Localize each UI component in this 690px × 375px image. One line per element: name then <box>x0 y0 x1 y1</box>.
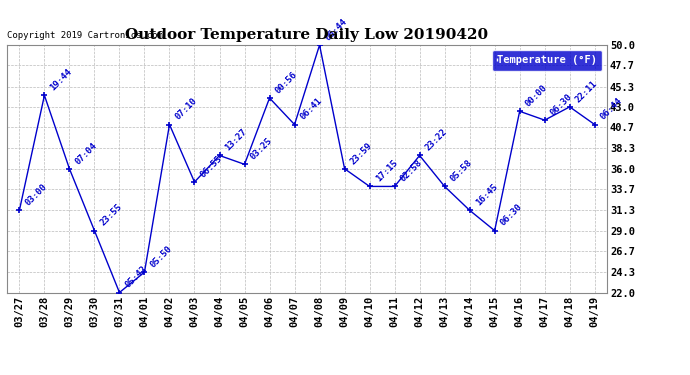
Text: 06:44: 06:44 <box>599 96 624 122</box>
Text: 23:22: 23:22 <box>424 128 449 153</box>
Text: 07:10: 07:10 <box>174 96 199 122</box>
Text: 06:41: 06:41 <box>299 96 324 122</box>
Text: 13:27: 13:27 <box>224 128 249 153</box>
Text: 03:00: 03:00 <box>23 182 49 207</box>
Text: 05:50: 05:50 <box>148 244 174 269</box>
Text: 03:25: 03:25 <box>248 136 274 162</box>
Text: 17:15: 17:15 <box>374 158 399 184</box>
Text: 00:56: 00:56 <box>274 70 299 95</box>
Text: 00:00: 00:00 <box>524 83 549 108</box>
Text: Copyright 2019 Cartronics.com: Copyright 2019 Cartronics.com <box>7 31 163 40</box>
Text: 06:30: 06:30 <box>549 92 574 117</box>
Text: 23:59: 23:59 <box>348 141 374 166</box>
Text: 05:58: 05:58 <box>448 158 474 184</box>
Text: 06:55: 06:55 <box>199 154 224 179</box>
Text: 19:44: 19:44 <box>48 67 74 93</box>
Text: 23:55: 23:55 <box>99 202 124 228</box>
Text: 05:42: 05:42 <box>124 264 149 290</box>
Text: 06:44: 06:44 <box>324 17 349 42</box>
Text: 16:45: 16:45 <box>474 182 499 207</box>
Text: 22:11: 22:11 <box>574 79 599 104</box>
Text: 06:30: 06:30 <box>499 202 524 228</box>
Text: 02:58: 02:58 <box>399 158 424 184</box>
Legend: Temperature (°F): Temperature (°F) <box>491 50 602 70</box>
Title: Outdoor Temperature Daily Low 20190420: Outdoor Temperature Daily Low 20190420 <box>126 28 489 42</box>
Text: 07:04: 07:04 <box>74 141 99 166</box>
